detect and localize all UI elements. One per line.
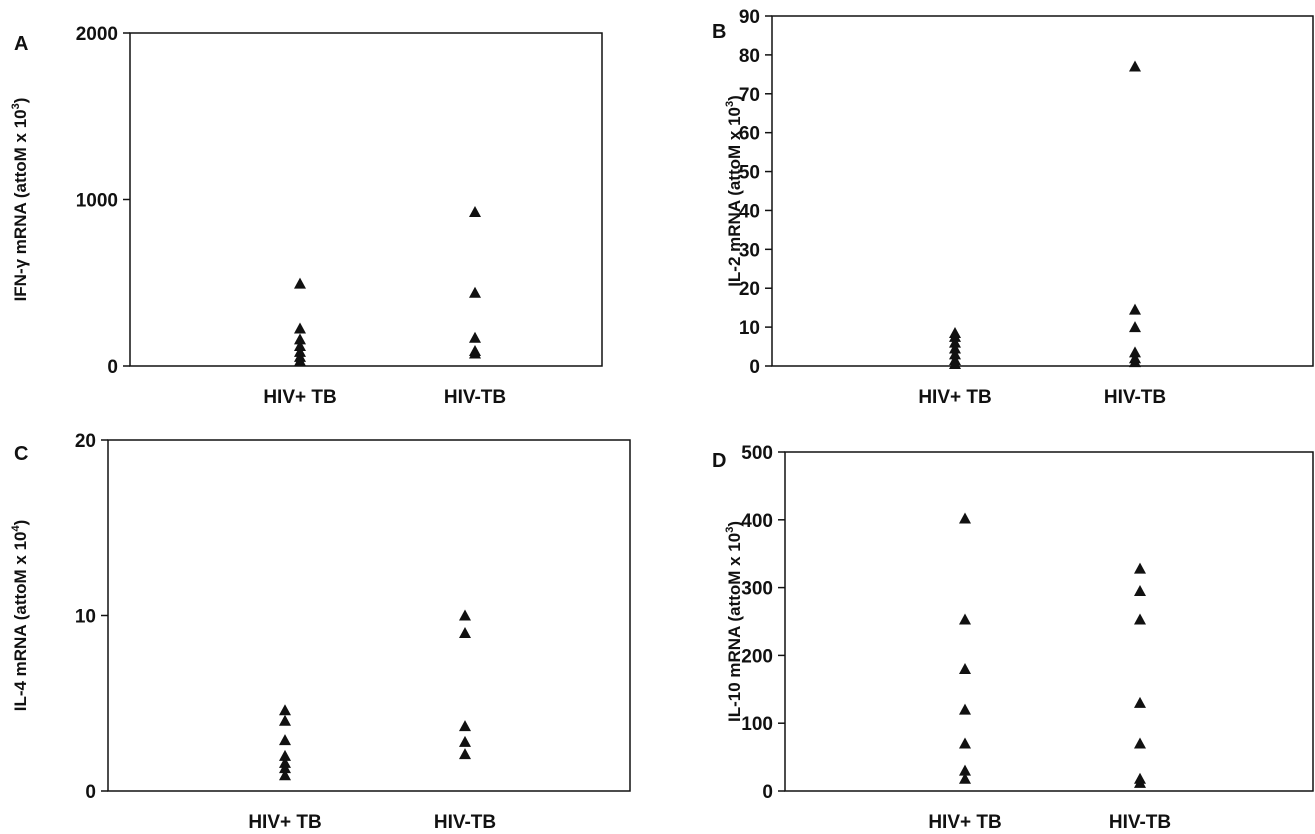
- panel-b-letter: B: [712, 21, 726, 43]
- panel-b-y-tick-label: 80: [739, 46, 760, 67]
- panel-b-data-point: [1129, 303, 1141, 315]
- panel-b-data-point: [949, 330, 961, 342]
- panel-d-data-point: [959, 662, 971, 674]
- panel-d: D 0 100 200 300 400 500 HIV+ TB HIV-TB IL-10 mRNA…: [712, 443, 1314, 833]
- panel-b-data-point: [1129, 60, 1141, 72]
- panel-d-data-point: [959, 512, 971, 524]
- panel-b-y-tick-label: 40: [739, 201, 760, 222]
- panel-d-data-point: [1134, 776, 1146, 788]
- panel-d-data-point: [1134, 584, 1146, 596]
- panel-d-x-category-label: HIV+ TB: [928, 812, 1001, 833]
- panel-c-x-category-label: HIV+ TB: [248, 812, 321, 833]
- panel-b-y-tick-label: 90: [739, 7, 760, 28]
- panel-b-data-point: [1129, 346, 1141, 358]
- panel-c-data-point: [279, 749, 291, 761]
- panel-a-data-point: [294, 333, 306, 345]
- panel-c-data-point: [459, 627, 471, 639]
- panel-b-y-tick-label: 50: [739, 163, 760, 184]
- panel-a-y-axis-title: IFN-γ mRNA (attoM x 103): [10, 98, 30, 302]
- panel-b-y-axis-title: IL-2 mRNA (attoM x 103): [724, 95, 744, 287]
- panel-c-data-point: [459, 720, 471, 732]
- panel-a-data-point: [469, 347, 481, 359]
- panel-c-data-point: [459, 609, 471, 621]
- panel-d-data-point: [1134, 613, 1146, 625]
- panel-b-y-tick-label: 20: [739, 279, 760, 300]
- panel-d-y-tick-label: 300: [741, 579, 773, 600]
- panel-c: C 0 10 20 HIV+ TB HIV-TB IL-4 mRNA (attoM x 10…: [10, 431, 631, 833]
- panel-c-data-point: [459, 735, 471, 747]
- panel-c-x-category-label: HIV-TB: [434, 812, 496, 833]
- panel-d-data-point: [959, 772, 971, 784]
- panel-a-y-tick-label: 2000: [76, 24, 118, 45]
- panel-d-data-point: [1134, 696, 1146, 708]
- panel-b-y-tick-label: 10: [739, 318, 760, 339]
- panel-c-data-point: [279, 762, 291, 774]
- panel-b-data-point: [1129, 321, 1141, 333]
- panel-a: A 0 1000 2000 HIV+ TB HIV-TB IFN-γ mRNA (attoM…: [10, 24, 603, 408]
- panel-a-data-point: [469, 205, 481, 217]
- panel-a-data-point: [469, 331, 481, 343]
- panel-b-y-tick-label: 70: [739, 85, 760, 106]
- panel-b-y-tick-label: 30: [739, 240, 760, 261]
- panel-c-y-tick-label: 10: [75, 607, 96, 628]
- panel-b-data-point: [949, 358, 961, 370]
- panel-a-data-point: [294, 322, 306, 334]
- panel-d-data-point: [1134, 562, 1146, 574]
- panel-a-data-point: [469, 286, 481, 298]
- panel-b-data-point: [949, 336, 961, 348]
- panel-c-letter: C: [14, 443, 28, 465]
- panel-d-plot-frame: [784, 451, 1314, 792]
- panel-c-y-tick-label: 20: [75, 431, 96, 452]
- panel-d-x-category-label: HIV-TB: [1109, 812, 1171, 833]
- panel-c-y-tick-label: 0: [85, 782, 96, 803]
- panel-b-data-point: [949, 348, 961, 360]
- panel-b-x-category-label: HIV+ TB: [918, 387, 991, 408]
- panel-c-plot-frame: [107, 439, 631, 792]
- panel-d-y-tick-label: 400: [741, 511, 773, 532]
- panel-d-data-point: [959, 737, 971, 749]
- panel-a-data-point: [294, 355, 306, 367]
- panel-c-data-point: [279, 714, 291, 726]
- panel-d-data-point: [959, 613, 971, 625]
- panel-d-data-point: [959, 764, 971, 776]
- panel-b-data-point: [1129, 356, 1141, 368]
- panel-c-data-point: [279, 734, 291, 746]
- panel-d-y-axis-title: IL-10 mRNA (attoM x 103): [724, 521, 744, 722]
- panel-d-y-tick-label: 500: [741, 443, 773, 464]
- panel-c-data-point: [279, 769, 291, 781]
- panel-b-y-tick-label: 0: [749, 357, 760, 378]
- panel-b-plot-frame: [771, 15, 1314, 367]
- panel-a-data-point: [294, 340, 306, 352]
- panel-a-data-point: [294, 277, 306, 289]
- panel-a-plot-frame: [129, 32, 603, 367]
- panel-a-x-category-label: HIV+ TB: [263, 387, 336, 408]
- panel-d-y-tick-label: 0: [762, 782, 773, 803]
- panel-b: B 0 10 20 30 40 50 60 70 80 90 HIV+ TB HIV-TB IL-2 mR…: [712, 7, 1314, 408]
- panel-d-y-tick-label: 200: [741, 646, 773, 667]
- panel-c-data-point: [459, 748, 471, 760]
- panel-a-y-tick-label: 1000: [76, 191, 118, 212]
- panel-b-data-point: [949, 342, 961, 354]
- panel-d-letter: D: [712, 450, 726, 472]
- panel-a-x-category-label: HIV-TB: [444, 387, 506, 408]
- panel-a-y-tick-label: 0: [107, 357, 118, 378]
- panel-d-y-tick-label: 100: [741, 714, 773, 735]
- panel-b-y-tick-label: 60: [739, 124, 760, 145]
- panel-b-x-category-label: HIV-TB: [1104, 387, 1166, 408]
- panel-d-data-point: [959, 703, 971, 715]
- panel-c-data-point: [279, 704, 291, 716]
- panel-c-y-axis-title: IL-4 mRNA (attoM x 104): [10, 520, 30, 712]
- panel-d-data-point: [1134, 737, 1146, 749]
- panel-a-letter: A: [14, 33, 28, 55]
